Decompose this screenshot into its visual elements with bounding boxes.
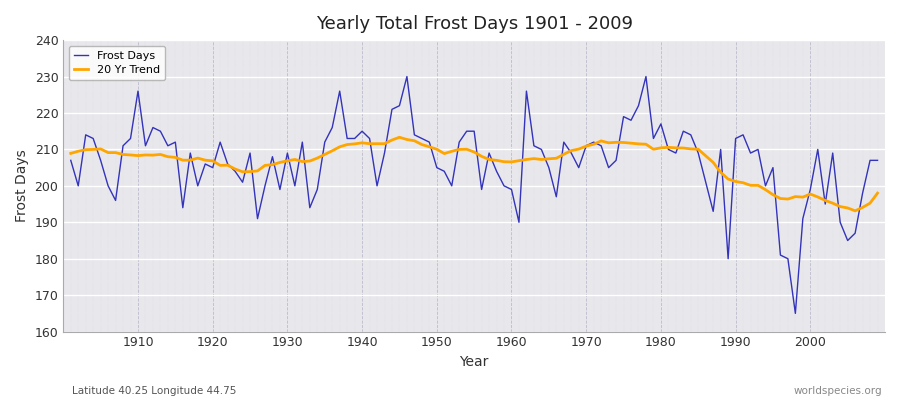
Frost Days — [401, 74, 412, 79]
20 Yr Trend — [872, 191, 883, 196]
Y-axis label: Frost Days: Frost Days — [15, 150, 29, 222]
Frost Days — [514, 220, 525, 225]
Text: worldspecies.org: worldspecies.org — [794, 386, 882, 396]
20 Yr Trend — [334, 144, 345, 149]
20 Yr Trend — [506, 160, 517, 164]
20 Yr Trend — [850, 208, 860, 213]
Frost Days — [66, 158, 77, 163]
20 Yr Trend — [394, 135, 405, 140]
Frost Days — [334, 89, 345, 94]
Frost Days — [603, 165, 614, 170]
X-axis label: Year: Year — [460, 355, 489, 369]
Line: 20 Yr Trend: 20 Yr Trend — [71, 137, 878, 211]
Title: Yearly Total Frost Days 1901 - 2009: Yearly Total Frost Days 1901 - 2009 — [316, 15, 633, 33]
Frost Days — [872, 158, 883, 163]
20 Yr Trend — [514, 158, 525, 163]
Text: Latitude 40.25 Longitude 44.75: Latitude 40.25 Longitude 44.75 — [72, 386, 237, 396]
Frost Days — [506, 187, 517, 192]
Line: Frost Days: Frost Days — [71, 76, 878, 313]
Frost Days — [290, 184, 301, 188]
Legend: Frost Days, 20 Yr Trend: Frost Days, 20 Yr Trend — [68, 46, 166, 80]
Frost Days — [125, 136, 136, 141]
Frost Days — [790, 311, 801, 316]
20 Yr Trend — [290, 157, 301, 162]
20 Yr Trend — [603, 140, 614, 145]
20 Yr Trend — [66, 151, 77, 156]
20 Yr Trend — [125, 152, 136, 157]
